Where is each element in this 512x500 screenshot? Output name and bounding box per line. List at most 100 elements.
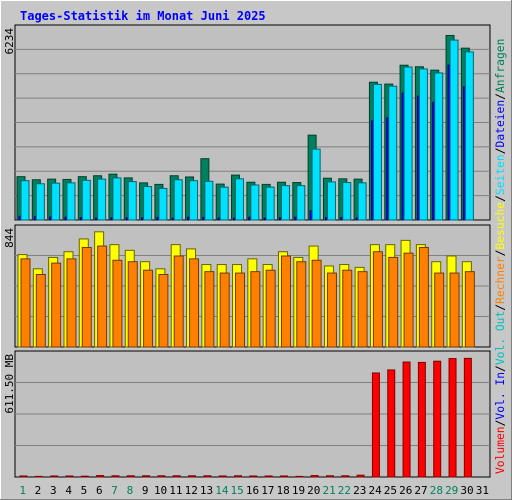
bar-seiten-day-24 <box>372 83 382 221</box>
bar-volumen-day-5 <box>80 475 89 478</box>
bar-seiten-day-17 <box>265 186 275 221</box>
bar-volumen-day-9 <box>142 475 151 478</box>
bar-volumen-day-6 <box>96 475 105 478</box>
bar-volumen-day-16 <box>249 475 258 478</box>
legend-entry-seiten: Seiten <box>494 154 507 195</box>
bar-volumen-day-23 <box>356 474 365 478</box>
panel-requests-bars <box>16 34 474 221</box>
chart-title: Tages-Statistik im Monat Juni 2025 <box>20 9 266 23</box>
bar-volumen-day-18 <box>279 475 288 478</box>
day-label-25: 25 <box>384 484 397 497</box>
bar-seiten-day-10 <box>158 187 168 221</box>
day-label-19: 19 <box>292 484 305 497</box>
day-label-8: 8 <box>127 484 134 497</box>
bar-volumen-day-25 <box>387 369 396 478</box>
bar-rechner-day-18 <box>280 255 291 348</box>
day-label-12: 12 <box>185 484 198 497</box>
panel-volume-max-label: 611.50 MB <box>3 354 16 414</box>
bar-volumen-day-21 <box>325 475 334 478</box>
bar-seiten-day-15 <box>235 178 245 221</box>
bar-rechner-day-10 <box>158 273 169 348</box>
bar-seiten-day-8 <box>127 181 137 221</box>
bar-seiten-day-4 <box>66 182 76 221</box>
bar-rechner-day-24 <box>372 251 383 348</box>
bar-rechner-day-12 <box>189 258 200 348</box>
bar-rechner-day-28 <box>434 272 445 348</box>
panel-volume-bars <box>19 357 472 478</box>
bar-seiten-day-28 <box>434 72 444 221</box>
bar-rechner-day-23 <box>357 271 368 348</box>
bar-rechner-day-5 <box>81 246 92 348</box>
bar-seiten-day-20 <box>311 148 321 221</box>
bar-volumen-day-15 <box>234 475 243 478</box>
day-labels: 1 2 3 4 5 6 7 8 9 10 11 12 13 14 15 16 17 18 19 20 21 22 23 24 2… <box>19 484 489 497</box>
day-label-15: 15 <box>231 484 244 497</box>
bar-volumen-day-19 <box>295 475 304 478</box>
bar-volumen-day-14 <box>218 475 227 478</box>
bar-seiten-day-22 <box>342 182 352 221</box>
bar-seiten-day-13 <box>204 180 214 221</box>
day-label-13: 13 <box>200 484 213 497</box>
bar-seiten-day-25 <box>388 85 398 221</box>
legend-separator: / <box>494 304 507 311</box>
bar-rechner-day-29 <box>449 272 460 348</box>
bar-volumen-day-30 <box>463 357 472 478</box>
bar-rechner-day-8 <box>127 261 138 348</box>
bar-seiten-day-2 <box>35 183 45 221</box>
plot-area: 6234 844 611.50 MB <box>3 24 491 478</box>
bar-seiten-day-23 <box>357 182 367 221</box>
bar-rechner-day-30 <box>464 271 475 348</box>
bar-volumen-day-11 <box>172 475 181 478</box>
bar-seiten-day-21 <box>326 181 336 221</box>
day-label-28: 28 <box>430 484 443 497</box>
day-label-7: 7 <box>111 484 118 497</box>
bar-seiten-day-11 <box>173 179 183 221</box>
bar-rechner-day-7 <box>112 259 123 348</box>
bar-rechner-day-13 <box>204 271 215 348</box>
bar-volumen-day-17 <box>264 475 273 478</box>
bar-rechner-day-27 <box>418 246 429 348</box>
day-label-27: 27 <box>414 484 427 497</box>
bar-seiten-day-14 <box>219 186 229 221</box>
bar-seiten-day-26 <box>403 66 413 221</box>
day-label-2: 2 <box>35 484 42 497</box>
bar-volumen-day-10 <box>157 475 166 478</box>
day-label-10: 10 <box>154 484 167 497</box>
legend-entry-vol-in: Vol. In <box>494 372 507 420</box>
legend-entry-vol-out: Vol. Out <box>494 311 507 365</box>
bar-volumen-day-3 <box>50 475 59 478</box>
legend-separator: / <box>494 250 507 257</box>
legend: Volumen/Vol. In/Vol. Out/Rechner/Besuche… <box>494 39 507 474</box>
day-label-11: 11 <box>169 484 182 497</box>
panel-volume: 611.50 MB <box>3 350 491 478</box>
legend-entry-rechner: Rechner <box>494 256 507 304</box>
day-label-20: 20 <box>307 484 320 497</box>
bar-rechner-day-6 <box>97 245 108 348</box>
bar-rechner-day-20 <box>311 259 322 348</box>
bar-volumen-day-28 <box>433 360 442 478</box>
panel-requests: 6234 <box>3 24 491 221</box>
bar-seiten-day-19 <box>296 185 306 221</box>
day-label-24: 24 <box>368 484 382 497</box>
bar-rechner-day-17 <box>265 269 276 348</box>
day-label-26: 26 <box>399 484 412 497</box>
bar-seiten-day-16 <box>250 184 260 221</box>
bar-rechner-day-9 <box>143 269 154 348</box>
day-label-3: 3 <box>50 484 57 497</box>
legend-separator: / <box>494 93 507 100</box>
bar-seiten-day-27 <box>418 68 428 221</box>
bar-rechner-day-25 <box>388 256 399 348</box>
bar-seiten-day-3 <box>51 182 61 221</box>
day-label-17: 17 <box>261 484 274 497</box>
day-label-21: 21 <box>322 484 335 497</box>
bar-volumen-day-1 <box>19 475 28 478</box>
bar-rechner-day-14 <box>219 272 230 348</box>
panel-visits-max-label: 844 <box>3 228 16 248</box>
legend-text: Volumen/Vol. In/Vol. Out/Rechner/Besuche… <box>494 39 507 474</box>
bar-volumen-day-8 <box>126 475 135 478</box>
bar-seiten-day-5 <box>81 179 91 221</box>
bar-seiten-day-1 <box>20 180 30 221</box>
bar-rechner-day-2 <box>35 273 46 348</box>
legend-separator: / <box>494 365 507 372</box>
bar-seiten-day-9 <box>143 186 153 221</box>
